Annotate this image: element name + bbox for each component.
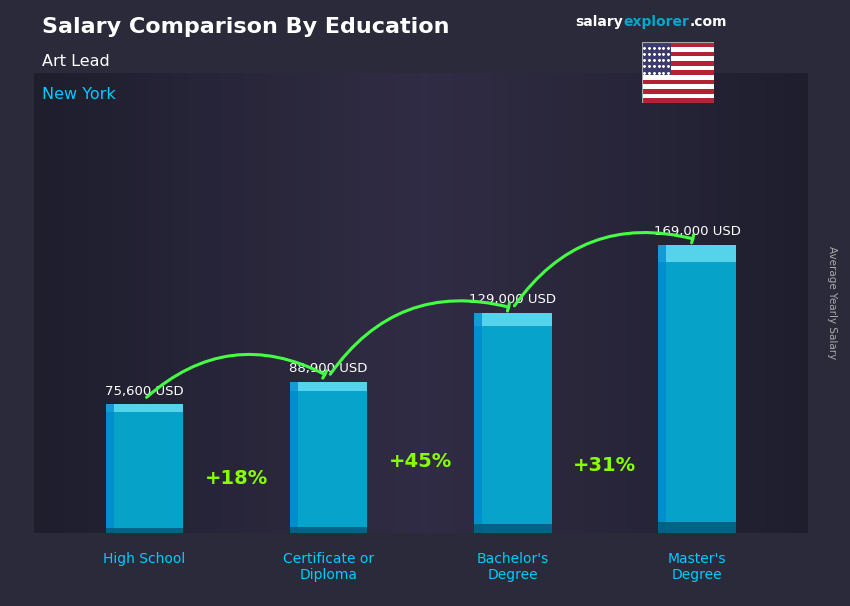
Bar	[290, 382, 298, 533]
Bar	[642, 80, 714, 84]
Text: .com: .com	[690, 15, 728, 29]
Bar	[642, 75, 714, 80]
Bar	[474, 524, 552, 533]
Bar	[642, 61, 714, 65]
Bar	[290, 382, 367, 533]
Bar	[474, 313, 552, 327]
Bar	[658, 245, 735, 262]
Bar	[105, 404, 114, 533]
Text: Certificate or
Diploma: Certificate or Diploma	[283, 552, 374, 582]
Bar	[474, 313, 552, 533]
Text: 88,900 USD: 88,900 USD	[290, 362, 368, 375]
Bar	[642, 47, 714, 52]
Bar	[658, 522, 735, 533]
Text: +18%: +18%	[205, 469, 269, 488]
Text: Art Lead: Art Lead	[42, 55, 110, 69]
Text: New York: New York	[42, 87, 116, 102]
Bar	[642, 42, 671, 75]
Text: 169,000 USD: 169,000 USD	[654, 225, 740, 238]
Bar	[290, 382, 367, 391]
Text: 129,000 USD: 129,000 USD	[469, 293, 557, 307]
Bar	[105, 404, 184, 533]
Bar	[658, 245, 735, 533]
Bar	[642, 89, 714, 94]
Bar	[642, 70, 714, 75]
Text: +31%: +31%	[574, 456, 637, 474]
Bar	[642, 65, 714, 70]
Bar	[642, 98, 714, 103]
Bar	[642, 52, 714, 56]
Bar	[642, 42, 714, 47]
Bar	[474, 313, 482, 533]
Bar	[642, 84, 714, 89]
Text: Master's
Degree: Master's Degree	[668, 552, 726, 582]
Bar	[105, 528, 184, 533]
Bar	[105, 404, 184, 412]
Text: explorer: explorer	[623, 15, 689, 29]
Text: High School: High School	[104, 552, 185, 566]
Text: +45%: +45%	[389, 452, 452, 471]
Bar	[642, 94, 714, 98]
Bar	[658, 245, 666, 533]
Bar	[290, 527, 367, 533]
Text: Salary Comparison By Education: Salary Comparison By Education	[42, 18, 450, 38]
Text: salary: salary	[575, 15, 623, 29]
Text: 75,600 USD: 75,600 USD	[105, 384, 184, 398]
Text: Average Yearly Salary: Average Yearly Salary	[827, 247, 837, 359]
Text: Bachelor's
Degree: Bachelor's Degree	[477, 552, 549, 582]
Bar	[642, 56, 714, 61]
